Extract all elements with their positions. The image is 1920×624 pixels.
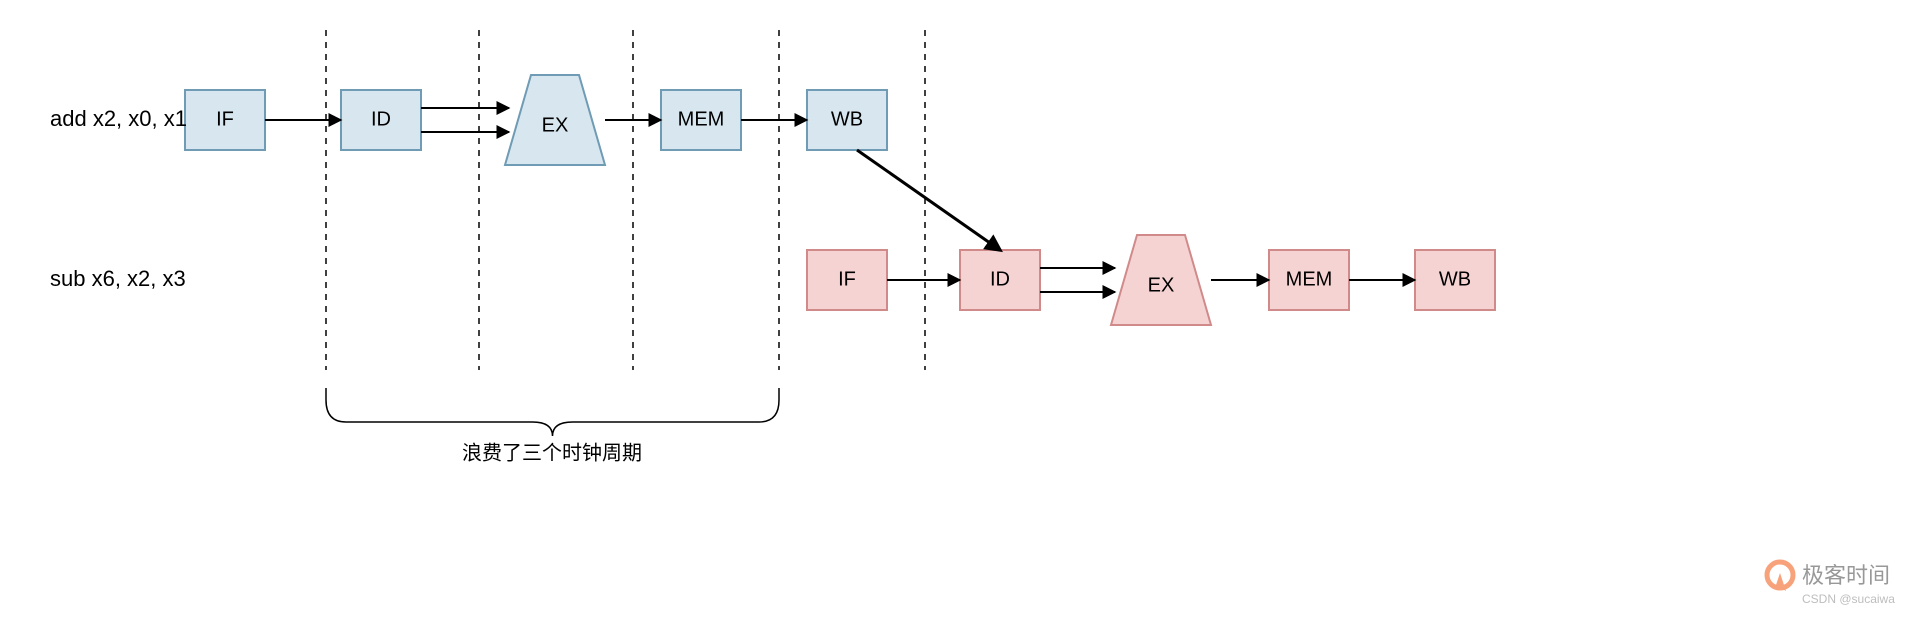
stage-boxes: IF ID EX MEM WB IF ID EX MEM WB — [185, 75, 1495, 325]
row-add-stage-mem-label: MEM — [678, 108, 725, 130]
row-add-stage-id-label: ID — [371, 108, 391, 130]
cycle-dividers — [326, 30, 925, 370]
row-sub-stage-id-label: ID — [990, 268, 1010, 290]
row-add-stage-wb-label: WB — [831, 108, 863, 130]
row-sub-label: sub x6, x2, x3 — [50, 266, 186, 291]
labels: add x2, x0, x1 sub x6, x2, x3 — [50, 106, 187, 291]
wasted-cycles-brace — [326, 388, 779, 436]
dependency-arrow-wb-id — [857, 150, 1000, 250]
watermark-main-text: 极客时间 — [1802, 563, 1890, 588]
watermark: 极客时间 CSDN @sucaiwa — [1767, 562, 1895, 606]
watermark-logo-icon — [1767, 562, 1793, 591]
pipeline-diagram: IF ID EX MEM WB IF ID EX MEM WB add x2, x0, x1 sub… — [0, 0, 1920, 624]
wasted-cycles-annotation: 浪费了三个时钟周期 — [462, 442, 642, 465]
row-sub-stage-wb-label: WB — [1439, 268, 1471, 290]
row-sub-stage-if-label: IF — [838, 268, 856, 290]
row-add-stage-ex-label: EX — [542, 114, 569, 136]
row-add-stage-if-label: IF — [216, 108, 234, 130]
row-add-label: add x2, x0, x1 — [50, 106, 187, 131]
watermark-sub-text: CSDN @sucaiwa — [1802, 592, 1895, 606]
row-sub-stage-ex-label: EX — [1148, 274, 1175, 296]
brace: 浪费了三个时钟周期 — [326, 388, 779, 465]
row-sub-stage-mem-label: MEM — [1286, 268, 1333, 290]
